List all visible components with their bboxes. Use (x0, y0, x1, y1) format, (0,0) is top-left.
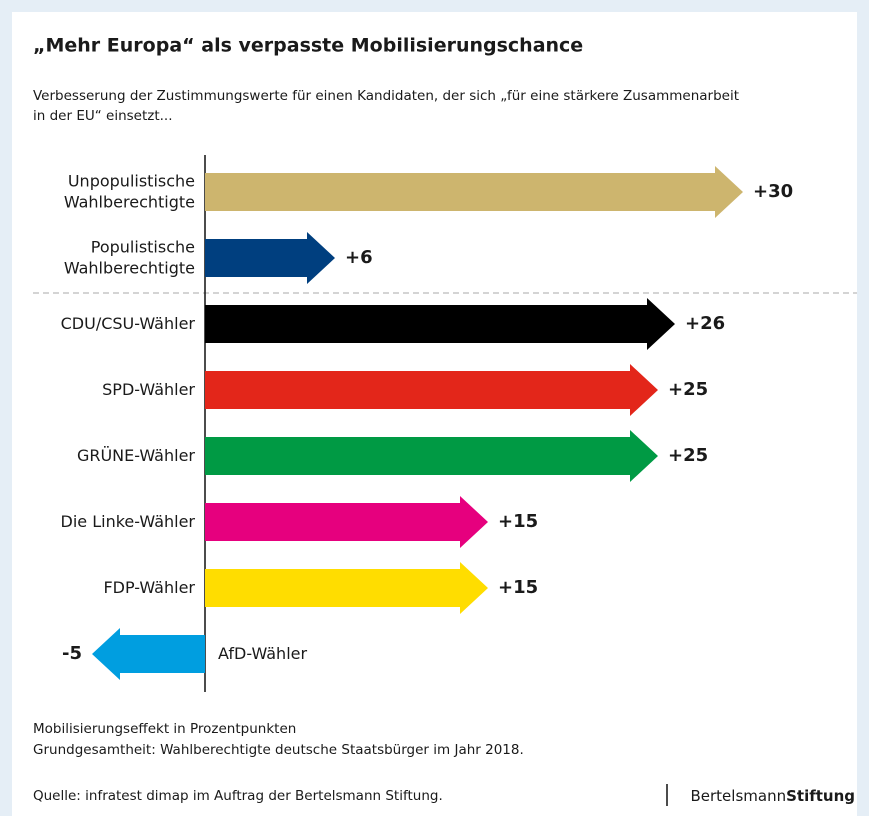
category-label: GRÜNE-Wähler (77, 446, 195, 465)
arrow-bar (205, 562, 488, 614)
category-label: Unpopulistische Wahlberechtigte (64, 171, 195, 211)
logo: BertelsmannStiftung (690, 787, 855, 805)
value-label: +6 (345, 247, 373, 268)
panel (12, 12, 857, 816)
arrow-bar (205, 430, 658, 482)
category-line: Die Linke-Wähler (61, 512, 196, 531)
category-line: CDU/CSU-Wähler (61, 314, 196, 333)
arrow-bar (205, 232, 335, 284)
value-label: +15 (498, 577, 538, 598)
note: Grundgesamtheit: Wahlberechtigte deutsch… (33, 742, 524, 758)
value-label: +25 (668, 379, 708, 400)
arrow-bar (205, 496, 488, 548)
category-line: AfD-Wähler (218, 644, 307, 663)
category-line: Unpopulistische (68, 171, 195, 190)
note: Mobilisierungseffekt in Prozentpunkten (33, 721, 296, 737)
category-line: GRÜNE-Wähler (77, 446, 195, 465)
logo-part: Stiftung (786, 787, 855, 805)
category-label: AfD-Wähler (218, 644, 307, 663)
category-line: SPD-Wähler (102, 380, 195, 399)
value-label: +15 (498, 511, 538, 532)
category-line: Wahlberechtigte (64, 192, 195, 211)
category-label: Die Linke-Wähler (61, 512, 196, 531)
subtitle: Verbesserung der Zustimmungswerte für ei… (33, 88, 739, 104)
value-label: -5 (62, 643, 82, 664)
source: Quelle: infratest dimap im Auftrag der B… (33, 788, 443, 804)
arrow-bar (205, 298, 675, 350)
chart-title: „Mehr Europa“ als verpasste Mobilisierun… (33, 35, 583, 57)
value-label: +25 (668, 445, 708, 466)
category-line: Wahlberechtigte (64, 258, 195, 277)
arrow-bar (205, 364, 658, 416)
arrow-bar (205, 166, 743, 218)
category-label: SPD-Wähler (102, 380, 195, 399)
arrow-bar (92, 628, 205, 680)
value-label: +26 (685, 313, 725, 334)
logo-part: Bertelsmann (690, 787, 786, 805)
category-line: FDP-Wähler (103, 578, 195, 597)
category-line: Populistische (91, 237, 195, 256)
category-label: FDP-Wähler (103, 578, 195, 597)
category-label: CDU/CSU-Wähler (61, 314, 196, 333)
value-label: +30 (753, 181, 793, 202)
subtitle: in der EU“ einsetzt... (33, 108, 173, 124)
category-label: Populistische Wahlberechtigte (64, 237, 195, 277)
